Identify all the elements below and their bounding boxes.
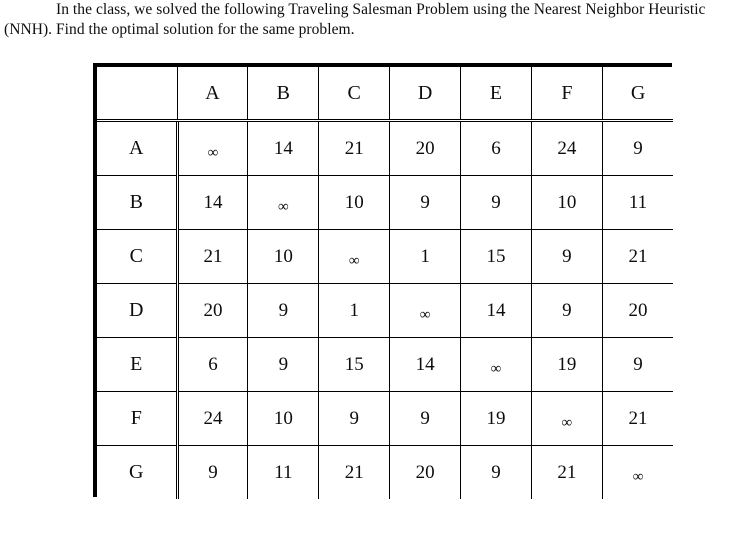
- cell-f-d: 9: [389, 391, 462, 446]
- table-row: D 20 9 1 ∞ 14 9 20: [97, 283, 674, 338]
- cell-e-f: 19: [530, 337, 603, 392]
- cell-d-a: 20: [176, 283, 249, 338]
- cell-f-c: 9: [318, 391, 391, 446]
- cell-b-f: 10: [530, 175, 603, 230]
- cell-g-a: 9: [176, 445, 249, 499]
- column-header-b: B: [247, 67, 320, 122]
- matrix-header-row: A B C D E F G: [97, 67, 674, 122]
- cell-f-f: ∞: [530, 391, 603, 446]
- row-label-a: A: [97, 120, 179, 176]
- table-row: E 6 9 15 14 ∞ 19 9: [97, 337, 674, 392]
- cell-d-g: 20: [601, 283, 674, 338]
- cell-g-d: 20: [389, 445, 462, 499]
- column-header-e: E: [460, 67, 532, 122]
- cell-a-e: 6: [460, 120, 532, 176]
- problem-statement-line-2: Neighbor Heuristic (NNH). Find the optim…: [4, 1, 706, 38]
- matrix-corner-cell: [97, 67, 178, 122]
- cell-c-d: 1: [389, 229, 462, 284]
- cell-c-e: 15: [460, 229, 532, 284]
- cell-a-d: 20: [389, 120, 462, 176]
- column-header-a: A: [176, 67, 249, 122]
- column-header-g: G: [601, 67, 674, 122]
- cell-c-a: 21: [176, 229, 249, 284]
- cell-c-b: 10: [247, 229, 320, 284]
- cell-g-b: 11: [247, 445, 320, 499]
- cell-d-b: 9: [247, 283, 320, 338]
- cell-a-c: 21: [318, 120, 391, 176]
- table-row: G 9 11 21 20 9 21 ∞: [97, 445, 674, 499]
- cell-a-g: 9: [601, 120, 674, 176]
- cell-a-f: 24: [530, 120, 603, 176]
- column-header-c: C: [318, 67, 391, 122]
- cell-a-b: 14: [247, 120, 320, 176]
- problem-statement: In the class, we solved the following Tr…: [4, 0, 734, 40]
- table-row: B 14 ∞ 10 9 9 10 11: [97, 175, 674, 230]
- row-label-f: F: [97, 391, 179, 446]
- cell-g-g: ∞: [601, 445, 674, 499]
- cell-a-a: ∞: [176, 120, 249, 176]
- row-label-g: G: [97, 445, 179, 499]
- table-row: C 21 10 ∞ 1 15 9 21: [97, 229, 674, 284]
- cell-e-a: 6: [176, 337, 249, 392]
- cell-e-c: 15: [318, 337, 391, 392]
- row-label-b: B: [97, 175, 179, 230]
- column-header-d: D: [389, 67, 462, 122]
- cell-e-d: 14: [389, 337, 462, 392]
- row-label-e: E: [97, 337, 179, 392]
- cell-g-c: 21: [318, 445, 391, 499]
- row-label-d: D: [97, 283, 179, 338]
- problem-statement-line-1: In the class, we solved the following Tr…: [56, 1, 582, 18]
- cell-c-g: 21: [601, 229, 674, 284]
- cell-c-f: 9: [530, 229, 603, 284]
- distance-matrix-table: A B C D E F G A ∞ 14 21 20 6 24 9 B: [97, 67, 674, 499]
- cell-b-g: 11: [601, 175, 674, 230]
- cell-g-f: 21: [530, 445, 603, 499]
- table-row: A ∞ 14 21 20 6 24 9: [97, 120, 674, 176]
- cell-b-e: 9: [460, 175, 532, 230]
- cell-b-a: 14: [176, 175, 249, 230]
- cell-e-e: ∞: [460, 337, 532, 392]
- cell-f-e: 19: [460, 391, 532, 446]
- cell-e-b: 9: [247, 337, 320, 392]
- column-header-f: F: [530, 67, 603, 122]
- cell-b-d: 9: [389, 175, 462, 230]
- cell-f-a: 24: [176, 391, 249, 446]
- cell-b-b: ∞: [247, 175, 320, 230]
- cell-b-c: 10: [318, 175, 391, 230]
- cell-d-e: 14: [460, 283, 532, 338]
- cell-e-g: 9: [601, 337, 674, 392]
- cell-g-e: 9: [460, 445, 532, 499]
- distance-matrix: A B C D E F G A ∞ 14 21 20 6 24 9 B: [93, 63, 674, 499]
- cell-d-c: 1: [318, 283, 391, 338]
- cell-f-b: 10: [247, 391, 320, 446]
- cell-d-d: ∞: [389, 283, 462, 338]
- cell-d-f: 9: [530, 283, 603, 338]
- row-label-c: C: [97, 229, 179, 284]
- cell-f-g: 21: [601, 391, 674, 446]
- cell-c-c: ∞: [318, 229, 391, 284]
- table-row: F 24 10 9 9 19 ∞ 21: [97, 391, 674, 446]
